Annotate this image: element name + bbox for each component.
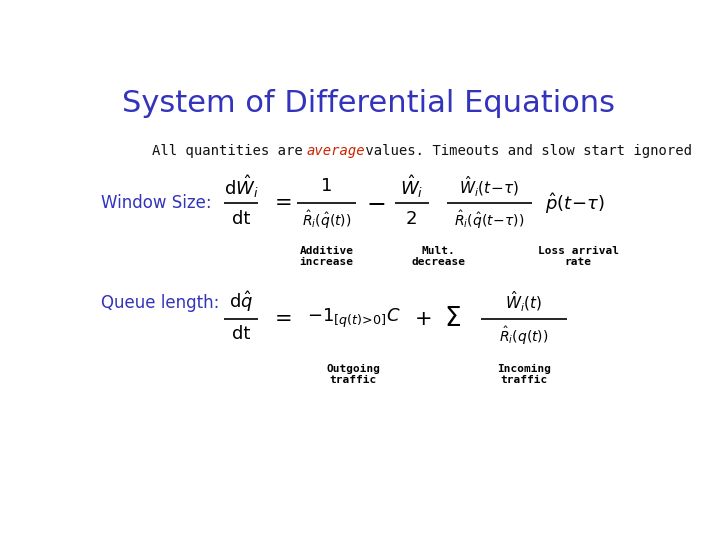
Text: $\hat{W}_i(t)$: $\hat{W}_i(t)$: [505, 290, 543, 314]
Text: $\hat{R}_i(q(t))$: $\hat{R}_i(q(t))$: [499, 325, 549, 347]
Text: $\hat{p}(t\!-\!\tau)$: $\hat{p}(t\!-\!\tau)$: [545, 191, 606, 216]
Text: $\hat{W}_i(t\!-\!\tau)$: $\hat{W}_i(t\!-\!\tau)$: [459, 174, 519, 199]
Text: =: =: [275, 193, 292, 213]
Text: $\hat{R}_i(\hat{q}(t))$: $\hat{R}_i(\hat{q}(t))$: [302, 209, 351, 232]
Text: +: +: [415, 309, 432, 329]
Text: $\hat{R}_i(\hat{q}(t\!-\!\tau))$: $\hat{R}_i(\hat{q}(t\!-\!\tau))$: [454, 209, 524, 232]
Text: Incoming
traffic: Incoming traffic: [497, 363, 551, 385]
Text: $-1_{[q(t)\!>\!0]}C$: $-1_{[q(t)\!>\!0]}C$: [307, 307, 400, 330]
Text: $\Sigma$: $\Sigma$: [444, 306, 462, 332]
Text: Loss arrival
rate: Loss arrival rate: [538, 246, 618, 267]
Text: System of Differential Equations: System of Differential Equations: [122, 89, 616, 118]
Text: All quantities are: All quantities are: [152, 144, 311, 158]
Text: $\hat{W}_i$: $\hat{W}_i$: [400, 173, 423, 200]
Text: $-$: $-$: [366, 191, 385, 215]
Text: 2: 2: [406, 210, 418, 228]
Text: dt: dt: [232, 210, 251, 228]
Text: d$\hat{q}$: d$\hat{q}$: [229, 289, 253, 314]
Text: 1: 1: [320, 178, 332, 195]
Text: Queue length:: Queue length:: [101, 294, 219, 313]
Text: Outgoing
traffic: Outgoing traffic: [326, 363, 380, 385]
Text: =: =: [275, 309, 292, 329]
Text: d$\hat{W}_i$: d$\hat{W}_i$: [224, 173, 258, 200]
Text: average: average: [307, 144, 366, 158]
Text: Additive
increase: Additive increase: [300, 246, 354, 267]
Text: dt: dt: [232, 325, 251, 343]
Text: Window Size:: Window Size:: [101, 194, 212, 212]
Text: values. Timeouts and slow start ignored: values. Timeouts and slow start ignored: [357, 144, 693, 158]
Text: Mult.
decrease: Mult. decrease: [412, 246, 466, 267]
